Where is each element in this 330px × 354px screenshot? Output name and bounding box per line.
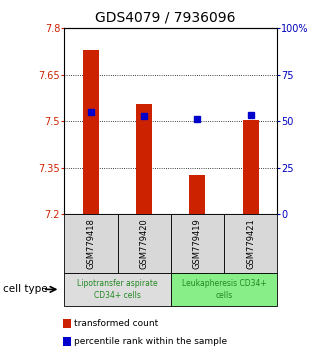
Text: Lipotransfer aspirate
CD34+ cells: Lipotransfer aspirate CD34+ cells xyxy=(77,279,158,300)
Text: Leukapheresis CD34+
cells: Leukapheresis CD34+ cells xyxy=(182,279,266,300)
Text: percentile rank within the sample: percentile rank within the sample xyxy=(74,337,227,346)
Text: GSM779421: GSM779421 xyxy=(246,218,255,269)
Text: GSM779420: GSM779420 xyxy=(140,218,149,269)
Text: GDS4079 / 7936096: GDS4079 / 7936096 xyxy=(95,11,235,25)
Bar xyxy=(189,176,205,214)
Text: transformed count: transformed count xyxy=(74,319,158,329)
Text: cell type: cell type xyxy=(3,284,48,295)
Text: GSM779419: GSM779419 xyxy=(193,218,202,269)
Bar xyxy=(136,104,152,214)
Bar xyxy=(243,120,259,214)
Bar xyxy=(83,50,99,214)
Text: GSM779418: GSM779418 xyxy=(86,218,95,269)
